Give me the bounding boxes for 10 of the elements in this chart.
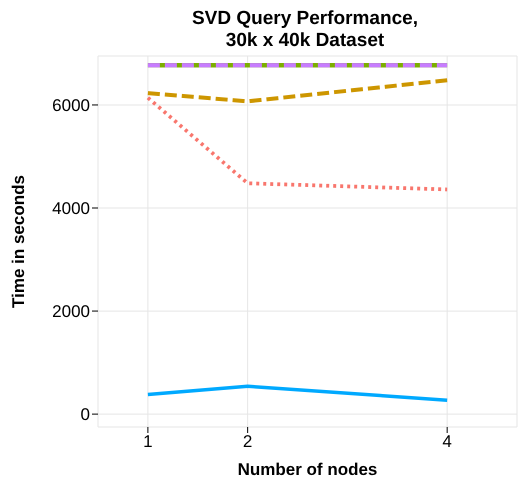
x-axis-title: Number of nodes: [238, 460, 378, 479]
y-tick-label: 0: [80, 405, 90, 424]
x-tick-label: 4: [442, 432, 452, 452]
x-tick-label: 2: [242, 432, 252, 452]
y-tick-label: 6000: [52, 96, 90, 115]
y-axis-title: Time in seconds: [9, 175, 28, 308]
y-tick-label: 2000: [52, 302, 90, 322]
chart-title: SVD Query Performance, 30k x 40k Dataset: [191, 8, 419, 52]
y-tick-label: 4000: [52, 199, 90, 218]
x-tick-label: 1: [143, 432, 153, 452]
